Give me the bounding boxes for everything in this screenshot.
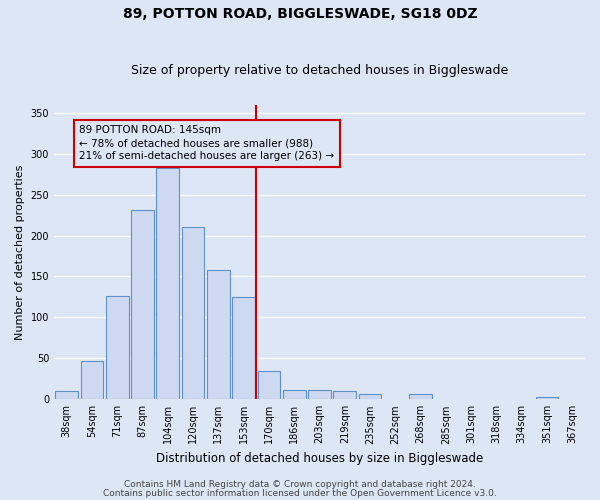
Bar — [409, 394, 432, 400]
Bar — [283, 390, 305, 400]
Text: 89 POTTON ROAD: 145sqm
← 78% of detached houses are smaller (988)
21% of semi-de: 89 POTTON ROAD: 145sqm ← 78% of detached… — [79, 125, 334, 162]
Bar — [536, 397, 559, 400]
Bar — [308, 390, 331, 400]
Title: Size of property relative to detached houses in Biggleswade: Size of property relative to detached ho… — [131, 64, 508, 77]
X-axis label: Distribution of detached houses by size in Biggleswade: Distribution of detached houses by size … — [156, 452, 483, 465]
Bar — [182, 228, 205, 400]
Bar — [207, 270, 230, 400]
Bar — [55, 391, 78, 400]
Bar — [232, 297, 255, 400]
Bar — [80, 361, 103, 400]
Bar — [334, 391, 356, 400]
Bar — [157, 168, 179, 400]
Text: Contains public sector information licensed under the Open Government Licence v3: Contains public sector information licen… — [103, 488, 497, 498]
Y-axis label: Number of detached properties: Number of detached properties — [15, 164, 25, 340]
Text: Contains HM Land Registry data © Crown copyright and database right 2024.: Contains HM Land Registry data © Crown c… — [124, 480, 476, 489]
Bar — [131, 210, 154, 400]
Bar — [359, 394, 382, 400]
Bar — [106, 296, 128, 400]
Bar — [257, 370, 280, 400]
Text: 89, POTTON ROAD, BIGGLESWADE, SG18 0DZ: 89, POTTON ROAD, BIGGLESWADE, SG18 0DZ — [122, 8, 478, 22]
